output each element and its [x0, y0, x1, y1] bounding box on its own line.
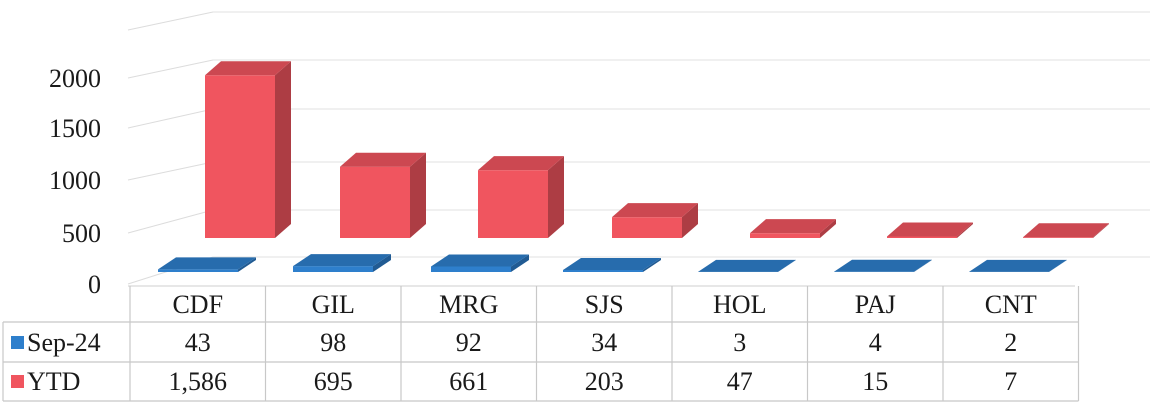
legend-key-sep-24 [11, 336, 24, 349]
x-tick-label: CDF [172, 290, 223, 319]
gridline-side [128, 12, 213, 30]
data-label-sep-24: 3 [733, 328, 746, 357]
gridline-side [128, 162, 213, 180]
bar-ytd-paj [887, 222, 973, 238]
bar-sep-24-mrg [431, 254, 529, 272]
bar-ytd-gil-side [410, 153, 426, 238]
gridline-side [128, 60, 213, 78]
bar-sep-24-hol [698, 260, 796, 272]
data-label-ytd: 47 [727, 367, 753, 396]
bar-ytd-sjs [612, 203, 698, 238]
bar-ytd-mrg [478, 156, 564, 238]
data-label-ytd: 1,586 [169, 367, 228, 396]
x-tick-label: MRG [439, 290, 498, 319]
data-label-sep-24: 92 [456, 328, 482, 357]
bar-sep-24-gil-front [293, 266, 373, 272]
data-label-ytd: 695 [314, 367, 353, 396]
bar-ytd-cdf-side [275, 61, 291, 238]
bar-ytd-cnt [1023, 223, 1109, 238]
legend-label-ytd: YTD [27, 367, 80, 396]
legend-label-sep-24: Sep-24 [27, 328, 101, 357]
data-label-sep-24: 43 [185, 328, 211, 357]
data-label-sep-24: 34 [591, 328, 617, 357]
bar-ytd-paj-front [887, 236, 957, 238]
data-label-ytd: 7 [1004, 367, 1017, 396]
bar-sep-24-cnt-top [969, 260, 1067, 272]
bar-ytd-hol [750, 219, 836, 238]
y-axis-ticks: 0 500 1000 1500 2000 [49, 64, 101, 299]
data-label-sep-24: 4 [869, 328, 882, 357]
bar-sep-24-sjs-front [563, 270, 643, 272]
gridline-side [128, 109, 213, 128]
bar-sep-24-sjs [563, 258, 661, 272]
y-tick-label: 500 [62, 219, 101, 248]
gridline-side [128, 210, 213, 233]
bar-ytd-cdf-front [205, 75, 275, 238]
bar-ytd-cnt-front [1023, 237, 1093, 238]
bar-sep-24-paj [834, 260, 932, 272]
x-tick-label: CNT [985, 290, 1037, 319]
data-label-ytd: 661 [449, 367, 488, 396]
bar-ytd-sjs-front [612, 217, 682, 238]
x-tick-label: HOL [713, 290, 766, 319]
bar-ytd-cdf [205, 61, 291, 238]
bar-sep-24-hol-top [698, 260, 796, 272]
series-ytd-bars [205, 61, 1109, 238]
bar-sep-24-mrg-front [431, 266, 511, 272]
bar-sep-24-cdf-front [158, 269, 238, 272]
data-label-ytd: 203 [585, 367, 624, 396]
bar-sep-24-paj-top [834, 260, 932, 272]
bar-ytd-gil [340, 153, 426, 238]
y-tick-label: 1500 [49, 114, 101, 143]
data-label-ytd: 15 [862, 367, 888, 396]
x-tick-label: PAJ [855, 290, 896, 319]
y-tick-label: 2000 [49, 64, 101, 93]
bar-sep-24-gil [293, 254, 391, 272]
y-tick-label: 0 [88, 270, 101, 299]
bar-ytd-mrg-front [478, 170, 548, 238]
data-label-sep-24: 2 [1004, 328, 1017, 357]
y-tick-label: 1000 [49, 166, 101, 195]
bar-ytd-gil-front [340, 167, 410, 238]
bar-ytd-hol-front [750, 233, 820, 238]
x-tick-label: SJS [585, 290, 624, 319]
legend-key-ytd [11, 375, 24, 388]
data-label-sep-24: 98 [320, 328, 346, 357]
x-tick-label: GIL [312, 290, 355, 319]
bar-sep-24-cnt [969, 260, 1067, 272]
bar-sep-24-cdf [158, 257, 256, 272]
bar-ytd-mrg-side [548, 156, 564, 238]
